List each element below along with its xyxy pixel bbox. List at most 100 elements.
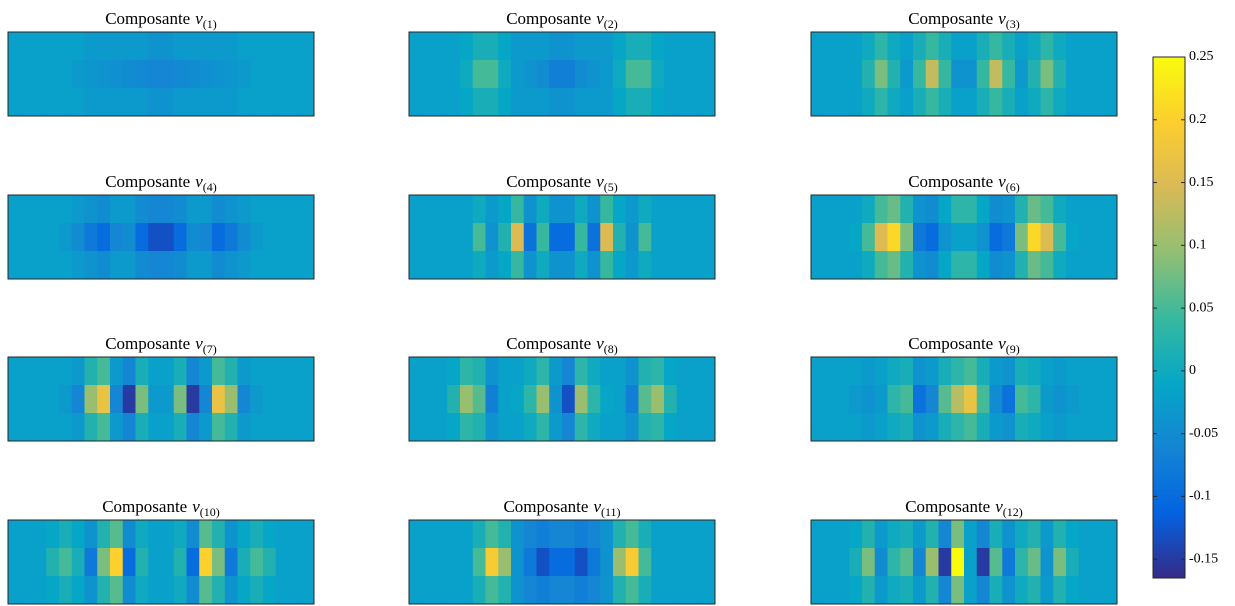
- heatmap-cell: [1066, 223, 1080, 252]
- heatmap-cell: [97, 251, 111, 280]
- heatmap-cell: [1091, 413, 1105, 442]
- heatmap-cell: [1091, 357, 1105, 386]
- heatmap-cell: [549, 223, 563, 252]
- heatmap-cell: [250, 88, 264, 117]
- title-var: v: [195, 172, 203, 191]
- colorbar: [1152, 56, 1186, 579]
- heatmap-cell: [71, 32, 85, 61]
- heatmap-cell: [288, 520, 302, 549]
- heatmap-cell: [122, 357, 136, 386]
- heatmap-cell: [1091, 88, 1105, 117]
- title-var: v: [593, 497, 601, 516]
- heatmap-cell: [811, 195, 825, 224]
- heatmap-cell: [811, 520, 825, 549]
- heatmap-cell: [887, 251, 901, 280]
- heatmap-cell: [900, 576, 914, 605]
- heatmap-cell: [964, 223, 978, 252]
- heatmap-cell: [460, 32, 474, 61]
- heatmap-cell: [199, 60, 213, 89]
- heatmap-cell: [600, 60, 614, 89]
- heatmap-cell: [472, 357, 486, 386]
- heatmap-cell: [511, 357, 525, 386]
- heatmap-cell: [275, 251, 289, 280]
- heatmap-cell: [1078, 60, 1092, 89]
- heatmap-cell: [84, 32, 98, 61]
- heatmap-cell: [288, 223, 302, 252]
- heatmap-cell: [275, 32, 289, 61]
- heatmap-cell: [989, 413, 1003, 442]
- heatmap-cell: [536, 413, 550, 442]
- heatmap-cell: [135, 60, 149, 89]
- heatmap-cell: [460, 251, 474, 280]
- heatmap-cell: [148, 195, 162, 224]
- heatmap-cell: [702, 223, 716, 252]
- heatmap-cell: [1002, 576, 1016, 605]
- heatmap-cell: [587, 251, 601, 280]
- heatmap-cell: [421, 520, 435, 549]
- heatmap-cell: [110, 357, 124, 386]
- title-var: v: [998, 9, 1006, 28]
- panel-frame: [810, 519, 1118, 605]
- heatmap-cell: [900, 548, 914, 577]
- heatmap-cell: [212, 357, 226, 386]
- heatmap-cell: [1027, 195, 1041, 224]
- heatmap-cell: [625, 548, 639, 577]
- heatmap-cell: [250, 576, 264, 605]
- heatmap-cell: [1027, 413, 1041, 442]
- heatmap-cell: [46, 251, 60, 280]
- heatmap-cell: [1040, 32, 1054, 61]
- heatmap-cell: [511, 520, 525, 549]
- title-text: Composante: [503, 497, 588, 516]
- heatmap-cell: [938, 251, 952, 280]
- heatmap-cell: [664, 223, 678, 252]
- heatmap-cell: [84, 385, 98, 414]
- heatmap-cell: [237, 357, 251, 386]
- heatmap-cell: [836, 548, 850, 577]
- heatmap-cell: [664, 251, 678, 280]
- heatmap-cell: [511, 251, 525, 280]
- heatmap-cell: [600, 520, 614, 549]
- heatmap-cell: [434, 548, 448, 577]
- heatmap-cell: [135, 251, 149, 280]
- heatmap-cell: [964, 548, 978, 577]
- title-sub: (4): [203, 180, 217, 194]
- heatmap-cell: [900, 357, 914, 386]
- heatmap-cell: [587, 385, 601, 414]
- heatmap-cell: [925, 576, 939, 605]
- heatmap-cell: [1027, 548, 1041, 577]
- heatmap-cell: [849, 413, 863, 442]
- heatmap-cell: [199, 548, 213, 577]
- heatmap-cell: [1040, 223, 1054, 252]
- heatmap-cell: [925, 223, 939, 252]
- heatmap-cell: [122, 520, 136, 549]
- heatmap-cell: [523, 88, 537, 117]
- heatmap-cell: [638, 413, 652, 442]
- heatmap-cell: [862, 223, 876, 252]
- heatmap-cell: [1104, 88, 1118, 117]
- heatmap-cell: [823, 32, 837, 61]
- heatmap-cell: [523, 413, 537, 442]
- panel-title: Composante v(1): [105, 9, 217, 31]
- heatmap-cell: [84, 223, 98, 252]
- heatmap-cell: [237, 60, 251, 89]
- heatmap-cell: [173, 520, 187, 549]
- heatmap-cell: [135, 520, 149, 549]
- heatmap-cell: [989, 385, 1003, 414]
- heatmap-cell: [587, 413, 601, 442]
- title-sub: (3): [1006, 17, 1020, 31]
- heatmap-cell: [161, 195, 175, 224]
- heatmap-cell: [511, 60, 525, 89]
- heatmap-cell: [275, 357, 289, 386]
- heatmap-cell: [1053, 88, 1067, 117]
- heatmap-cell: [434, 357, 448, 386]
- heatmap-cell: [536, 576, 550, 605]
- heatmap-cell: [33, 385, 47, 414]
- heatmap-cell: [71, 357, 85, 386]
- heatmap-cell: [212, 520, 226, 549]
- heatmap-cell: [250, 195, 264, 224]
- heatmap-cell: [676, 60, 690, 89]
- heatmap-cell: [173, 32, 187, 61]
- heatmap-cell: [301, 385, 315, 414]
- heatmap-cell: [523, 251, 537, 280]
- heatmap-cell: [951, 88, 965, 117]
